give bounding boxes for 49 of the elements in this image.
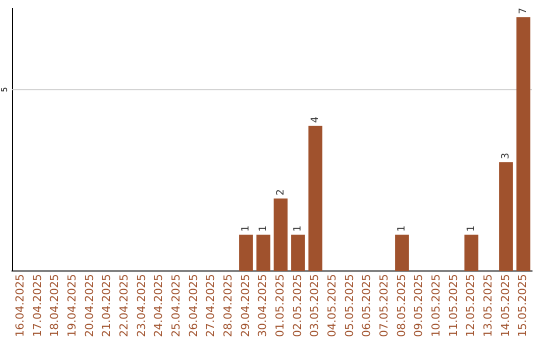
- x-tick-label: 22.04.2025: [118, 274, 131, 338]
- x-tick-label: 13.05.2025: [482, 274, 495, 338]
- x-tick-label: 21.04.2025: [100, 274, 114, 338]
- x-tick-label: 24.04.2025: [152, 274, 166, 338]
- x-tick-label: 20.04.2025: [82, 274, 96, 338]
- data-label: 1: [292, 225, 304, 232]
- x-tick-label: 10.05.2025: [430, 274, 443, 338]
- bar: [516, 17, 530, 272]
- data-label: 7: [518, 8, 529, 14]
- x-tick-label: 27.04.2025: [204, 274, 218, 338]
- data-label: 1: [258, 225, 269, 232]
- x-tick-label: 07.05.2025: [378, 274, 391, 338]
- bar: [395, 234, 409, 272]
- x-tick-label: 04.05.2025: [326, 274, 339, 338]
- x-tick-label: 23.04.2025: [134, 274, 148, 338]
- x-tick-label: 30.04.2025: [256, 274, 270, 338]
- x-tick-label: 19.04.2025: [66, 274, 79, 338]
- x-tick-label: 14.05.2025: [498, 274, 512, 338]
- x-tick-label: 12.05.2025: [464, 274, 478, 338]
- x-tick-label: 08.05.2025: [394, 274, 408, 338]
- data-label: 4: [310, 116, 321, 123]
- data-label: 2: [275, 189, 286, 196]
- data-label: 3: [500, 152, 512, 160]
- data-label: 1: [240, 225, 252, 232]
- bar: [464, 234, 478, 272]
- data-label: 1: [466, 225, 477, 232]
- x-tick-label: 11.05.2025: [446, 274, 460, 338]
- x-tick-label: 02.05.2025: [290, 274, 304, 338]
- x-tick-label: 17.04.2025: [30, 274, 44, 338]
- ref-line-label: 5: [0, 87, 10, 92]
- x-tick-label: 09.05.2025: [412, 274, 426, 338]
- x-tick-label: 28.04.2025: [222, 274, 235, 338]
- x-tick-label: 18.04.2025: [48, 274, 62, 338]
- bar: [239, 234, 253, 272]
- data-label: 1: [396, 225, 408, 232]
- x-tick-label: 15.05.2025: [516, 274, 530, 338]
- x-tick-label: 25.04.2025: [170, 274, 183, 338]
- bar: [256, 234, 270, 272]
- x-tick-label: 03.05.2025: [308, 274, 322, 338]
- x-tick-label: 26.04.2025: [186, 274, 200, 338]
- x-tick-label: 05.05.2025: [342, 274, 356, 338]
- bar: [308, 126, 322, 272]
- bar: [499, 162, 513, 272]
- bar: [274, 198, 288, 272]
- x-tick-label: 29.04.2025: [238, 274, 252, 338]
- x-tick-label: 01.05.2025: [274, 274, 287, 338]
- bar: [291, 234, 305, 272]
- x-tick-label: 16.04.2025: [14, 274, 27, 338]
- x-tick-label: 06.05.2025: [360, 274, 374, 338]
